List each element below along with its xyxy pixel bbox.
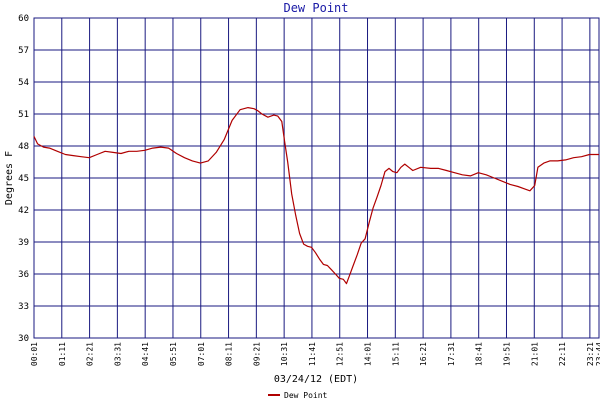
y-tick-label: 36 — [18, 270, 29, 280]
x-tick-label: 09:21 — [252, 342, 261, 366]
x-tick-label: 18:41 — [475, 342, 484, 366]
y-tick-label: 51 — [18, 110, 29, 120]
x-tick-label: 17:31 — [447, 342, 456, 366]
x-tick-label: 23:44 — [595, 342, 600, 366]
x-tick-label: 12:51 — [336, 342, 345, 366]
series-layer — [33, 106, 599, 285]
x-tick-label: 02:21 — [86, 342, 95, 366]
x-tick-label: 05:51 — [169, 342, 178, 366]
y-tick-label: 48 — [18, 142, 29, 152]
y-tick-label: 30 — [18, 334, 29, 344]
grid-lines — [33, 17, 600, 339]
x-axis-label: 03/24/12 (EDT) — [274, 374, 358, 385]
x-tick-label: 10:31 — [280, 342, 289, 366]
x-tick-label: 21:01 — [530, 342, 539, 366]
y-tick-label: 54 — [18, 78, 29, 88]
x-tick-label: 22:11 — [558, 342, 567, 366]
x-axis-ticks: 00:01 01:11 02:21 03:31 04:41 05:51 07:01 08:11… — [30, 342, 600, 366]
y-tick-label: 57 — [18, 46, 29, 56]
x-tick-label: 23:21 — [586, 342, 595, 366]
legend: Dew Point — [268, 391, 328, 400]
x-tick-label: 08:11 — [225, 342, 234, 366]
y-tick-label: 33 — [18, 302, 29, 312]
y-tick-label: 60 — [18, 14, 29, 24]
x-tick-label: 01:11 — [58, 342, 67, 366]
x-tick-label: 04:41 — [141, 342, 150, 366]
plot-border — [33, 17, 600, 339]
legend-label-dew-point: Dew Point — [284, 391, 328, 400]
x-tick-label: 07:01 — [197, 342, 206, 366]
y-tick-label: 45 — [18, 174, 29, 184]
y-tick-label: 39 — [18, 238, 29, 248]
x-tick-label: 11:41 — [308, 342, 317, 366]
series-line-dew-point — [33, 106, 599, 285]
x-tick-label: 03:31 — [113, 342, 122, 366]
y-axis-label: Degrees F — [4, 151, 15, 205]
y-axis-ticks: 30 33 36 39 42 45 48 51 54 57 60 — [18, 14, 29, 344]
y-tick-label: 42 — [18, 206, 29, 216]
chart-title: Dew Point — [283, 1, 348, 15]
x-tick-label: 15:11 — [391, 342, 400, 366]
x-tick-label: 14:01 — [364, 342, 373, 366]
x-tick-label: 19:51 — [502, 342, 511, 366]
x-tick-label: 00:01 — [30, 342, 39, 366]
x-tick-label: 16:21 — [419, 342, 428, 366]
